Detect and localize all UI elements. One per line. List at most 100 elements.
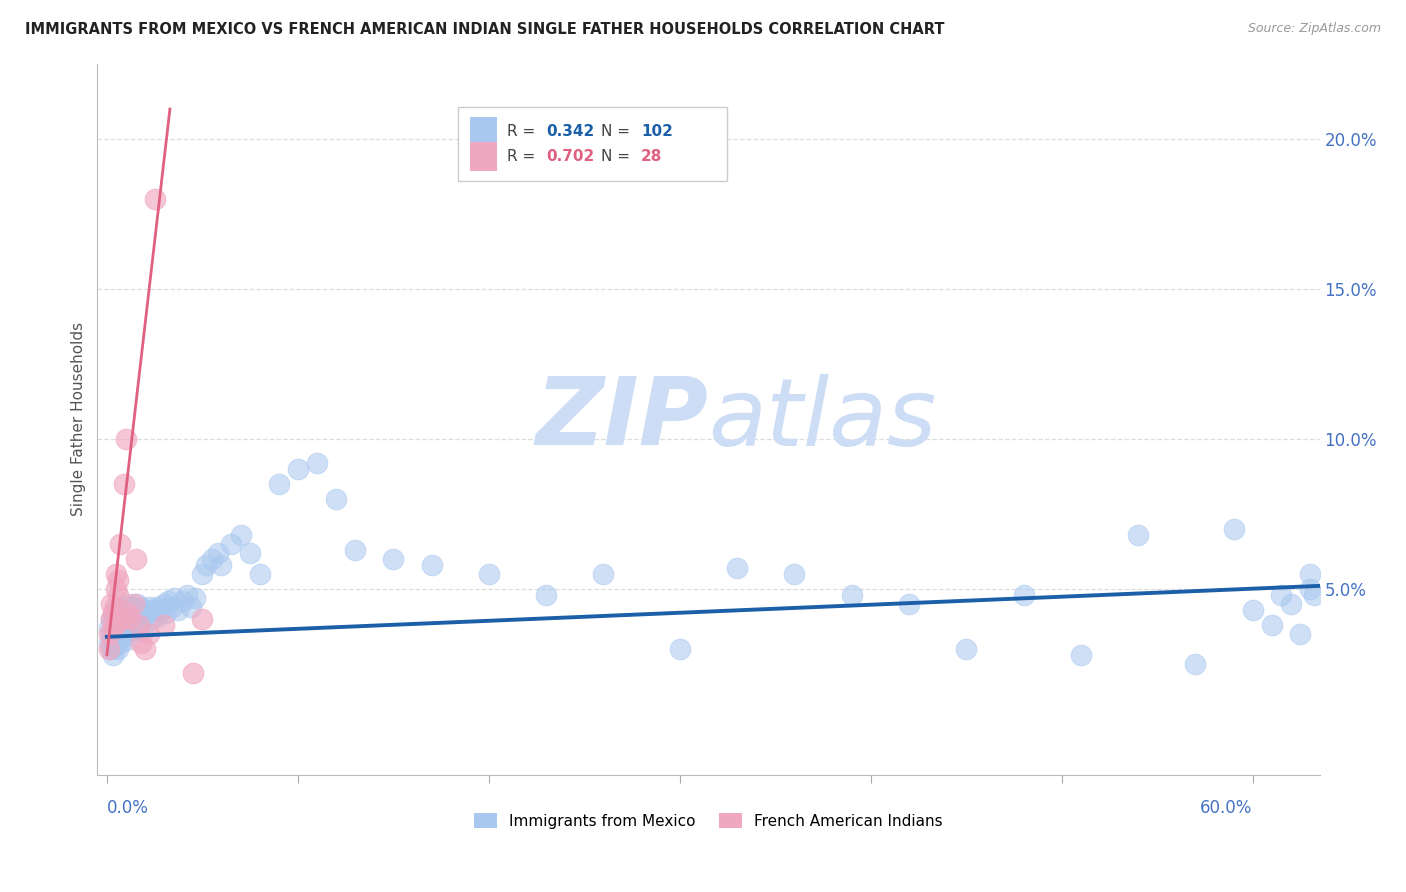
- Point: [110, 636, 132, 650]
- Text: atlas: atlas: [709, 374, 936, 465]
- Point: [97, 641, 120, 656]
- Point: [181, 665, 204, 680]
- Point: [105, 566, 128, 581]
- Point: [128, 618, 150, 632]
- Point: [110, 537, 132, 551]
- Text: Source: ZipAtlas.com: Source: ZipAtlas.com: [1247, 22, 1381, 36]
- Point: [111, 630, 134, 644]
- Point: [1261, 618, 1284, 632]
- Point: [118, 621, 141, 635]
- Point: [124, 618, 146, 632]
- Point: [149, 603, 172, 617]
- Point: [101, 632, 124, 647]
- Point: [111, 615, 134, 629]
- Point: [132, 608, 155, 623]
- Point: [122, 597, 145, 611]
- Point: [344, 542, 367, 557]
- Point: [191, 612, 214, 626]
- Point: [1222, 522, 1244, 536]
- Point: [1299, 582, 1322, 596]
- Point: [124, 603, 146, 617]
- Point: [1241, 603, 1264, 617]
- Text: 0.342: 0.342: [546, 124, 595, 139]
- Point: [129, 615, 152, 629]
- Point: [117, 612, 139, 626]
- Point: [100, 612, 122, 626]
- Point: [103, 639, 125, 653]
- Point: [103, 608, 125, 623]
- Point: [184, 591, 207, 605]
- Point: [107, 612, 129, 626]
- Point: [100, 612, 122, 626]
- Point: [105, 618, 128, 632]
- Point: [111, 599, 134, 614]
- Point: [107, 641, 129, 656]
- Point: [105, 603, 128, 617]
- Text: 0.702: 0.702: [546, 149, 595, 164]
- Point: [1299, 566, 1322, 581]
- Point: [118, 612, 141, 626]
- Text: R =: R =: [506, 149, 540, 164]
- Point: [128, 621, 150, 635]
- Text: ZIP: ZIP: [536, 374, 709, 466]
- Point: [229, 528, 252, 542]
- Point: [121, 615, 143, 629]
- Text: 28: 28: [641, 149, 662, 164]
- Point: [117, 597, 139, 611]
- Point: [103, 599, 125, 614]
- Point: [101, 648, 124, 662]
- Point: [111, 612, 134, 626]
- Point: [898, 597, 921, 611]
- Text: 0.0%: 0.0%: [107, 798, 149, 817]
- Point: [211, 558, 233, 572]
- Point: [105, 632, 128, 647]
- Point: [103, 618, 125, 632]
- Point: [155, 606, 177, 620]
- Legend: Immigrants from Mexico, French American Indians: Immigrants from Mexico, French American …: [468, 806, 949, 835]
- Point: [97, 636, 120, 650]
- Point: [101, 618, 124, 632]
- Point: [100, 627, 122, 641]
- Point: [180, 599, 202, 614]
- Point: [191, 566, 214, 581]
- Point: [115, 618, 138, 632]
- Point: [122, 608, 145, 623]
- Point: [534, 588, 557, 602]
- Point: [112, 608, 135, 623]
- Text: N =: N =: [600, 149, 634, 164]
- Point: [143, 603, 166, 617]
- Point: [134, 603, 156, 617]
- Point: [112, 476, 135, 491]
- Point: [97, 621, 120, 635]
- Point: [267, 476, 290, 491]
- Point: [166, 603, 188, 617]
- Point: [1184, 657, 1206, 671]
- Point: [305, 456, 328, 470]
- Point: [112, 624, 135, 638]
- FancyBboxPatch shape: [458, 107, 727, 181]
- Point: [1070, 648, 1092, 662]
- Point: [478, 566, 501, 581]
- Point: [325, 491, 347, 506]
- Point: [97, 627, 120, 641]
- Point: [107, 627, 129, 641]
- Y-axis label: Single Father Households: Single Father Households: [72, 322, 86, 516]
- Point: [420, 558, 443, 572]
- Point: [128, 606, 150, 620]
- Text: 60.0%: 60.0%: [1201, 798, 1253, 817]
- Point: [115, 603, 138, 617]
- Point: [1302, 588, 1324, 602]
- Point: [783, 566, 806, 581]
- Point: [287, 462, 309, 476]
- Point: [103, 624, 125, 638]
- Point: [1279, 597, 1302, 611]
- Point: [201, 552, 224, 566]
- Point: [107, 573, 129, 587]
- Point: [239, 546, 262, 560]
- Point: [101, 621, 124, 635]
- Point: [107, 588, 129, 602]
- Point: [121, 599, 143, 614]
- Text: R =: R =: [506, 124, 540, 139]
- Point: [115, 432, 138, 446]
- Point: [1289, 627, 1312, 641]
